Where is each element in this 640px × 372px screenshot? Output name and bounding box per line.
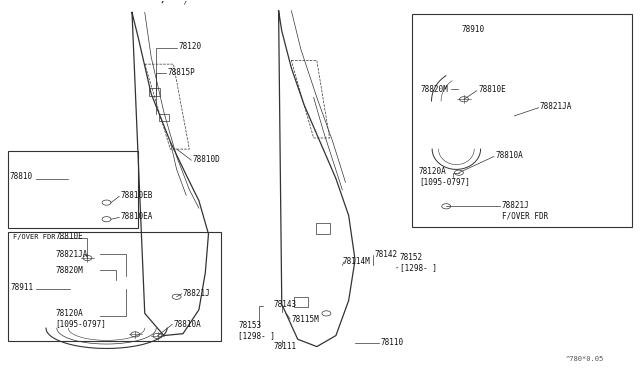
Text: 78111: 78111 — [273, 342, 296, 351]
Text: 78152: 78152 — [399, 253, 423, 263]
Text: F/OVER FDR: F/OVER FDR — [502, 211, 548, 220]
Text: 78911: 78911 — [10, 283, 33, 292]
Text: 78820M: 78820M — [420, 85, 449, 94]
Text: 78821J: 78821J — [502, 201, 529, 210]
Text: [1095-0797]: [1095-0797] — [56, 319, 106, 328]
Text: 78142: 78142 — [374, 250, 397, 259]
Text: 78810EA: 78810EA — [120, 212, 153, 221]
Text: 78810A: 78810A — [495, 151, 523, 160]
Text: 78821JA: 78821JA — [540, 102, 572, 111]
Text: 78820M: 78820M — [56, 266, 83, 275]
Text: 78821JA: 78821JA — [56, 250, 88, 259]
Text: 78110: 78110 — [381, 339, 404, 347]
Text: 78810E: 78810E — [478, 85, 506, 94]
Bar — [8, 151, 138, 228]
Text: 78910: 78910 — [461, 25, 484, 33]
Text: [1298- ]: [1298- ] — [239, 331, 275, 340]
Text: 78810A: 78810A — [173, 320, 201, 329]
Text: 78810EB: 78810EB — [120, 191, 153, 200]
Text: [1095-0797]: [1095-0797] — [419, 177, 470, 186]
Text: F/OVER FDR: F/OVER FDR — [13, 234, 55, 240]
Text: [1298- ]: [1298- ] — [399, 263, 436, 272]
Text: ^780*0.05: ^780*0.05 — [565, 356, 604, 362]
Text: 78115M: 78115M — [291, 315, 319, 324]
Bar — [412, 14, 632, 227]
Text: 78114M: 78114M — [342, 257, 370, 266]
Text: 78810E: 78810E — [56, 232, 83, 241]
Bar — [8, 232, 221, 341]
Bar — [159, 114, 169, 121]
Text: 78143: 78143 — [273, 300, 296, 310]
Bar — [148, 88, 160, 96]
Text: 78810D: 78810D — [193, 155, 220, 164]
Bar — [294, 297, 308, 308]
Text: 78810: 78810 — [9, 172, 32, 181]
Text: 78120: 78120 — [179, 42, 202, 51]
Bar — [316, 223, 330, 234]
Text: 78153: 78153 — [239, 321, 262, 330]
Text: 78821J: 78821J — [183, 289, 211, 298]
Text: 78120A: 78120A — [419, 167, 447, 176]
Text: 78815P: 78815P — [167, 68, 195, 77]
Text: 78120A: 78120A — [56, 309, 83, 318]
